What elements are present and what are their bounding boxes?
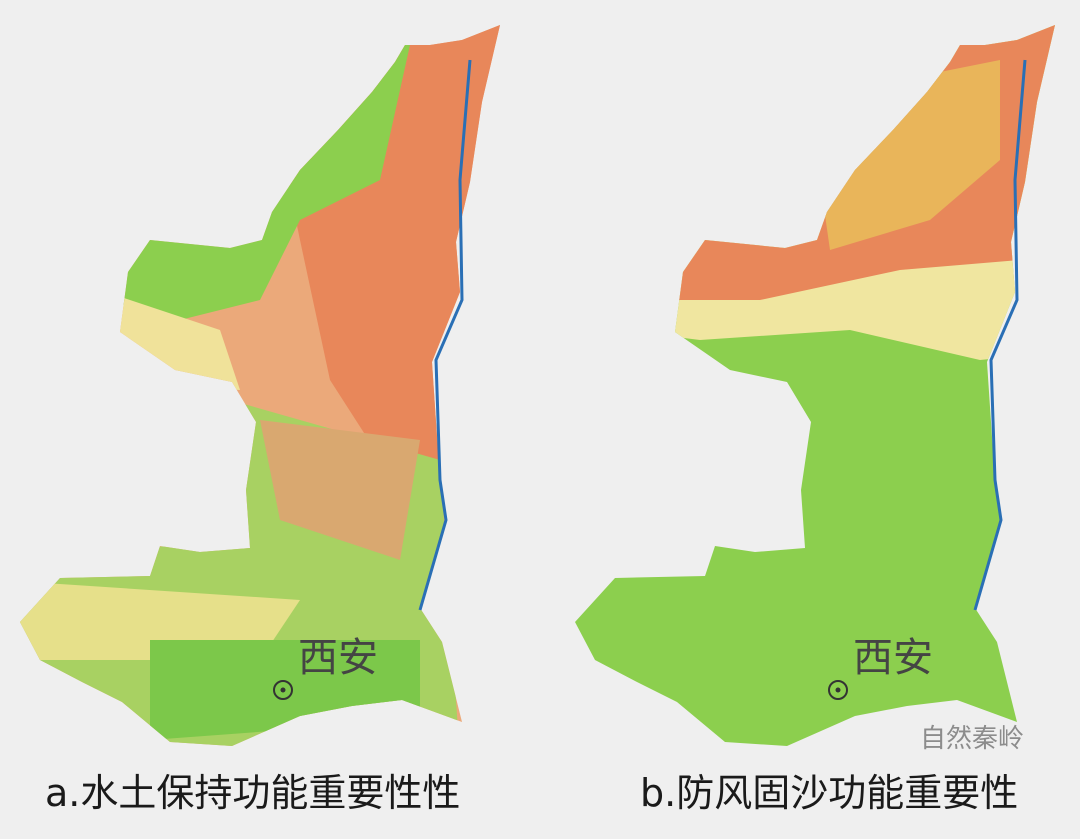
city-marker-b	[828, 680, 848, 700]
caption-b: b.防风固沙功能重要性	[640, 771, 1019, 815]
map-a-soil-conservation	[20, 25, 500, 746]
city-marker-a	[273, 680, 293, 700]
yellow-river-a	[418, 59, 472, 611]
city-label-xian-a: 西安	[298, 635, 378, 681]
yellow-river-b	[973, 59, 1027, 611]
city-label-xian-b: 西安	[853, 635, 933, 681]
watermark: 自然秦岭	[920, 724, 1025, 754]
map-b-windbreak-sand-fixation	[575, 25, 1055, 746]
caption-a: a.水土保持功能重要性性	[45, 771, 461, 815]
